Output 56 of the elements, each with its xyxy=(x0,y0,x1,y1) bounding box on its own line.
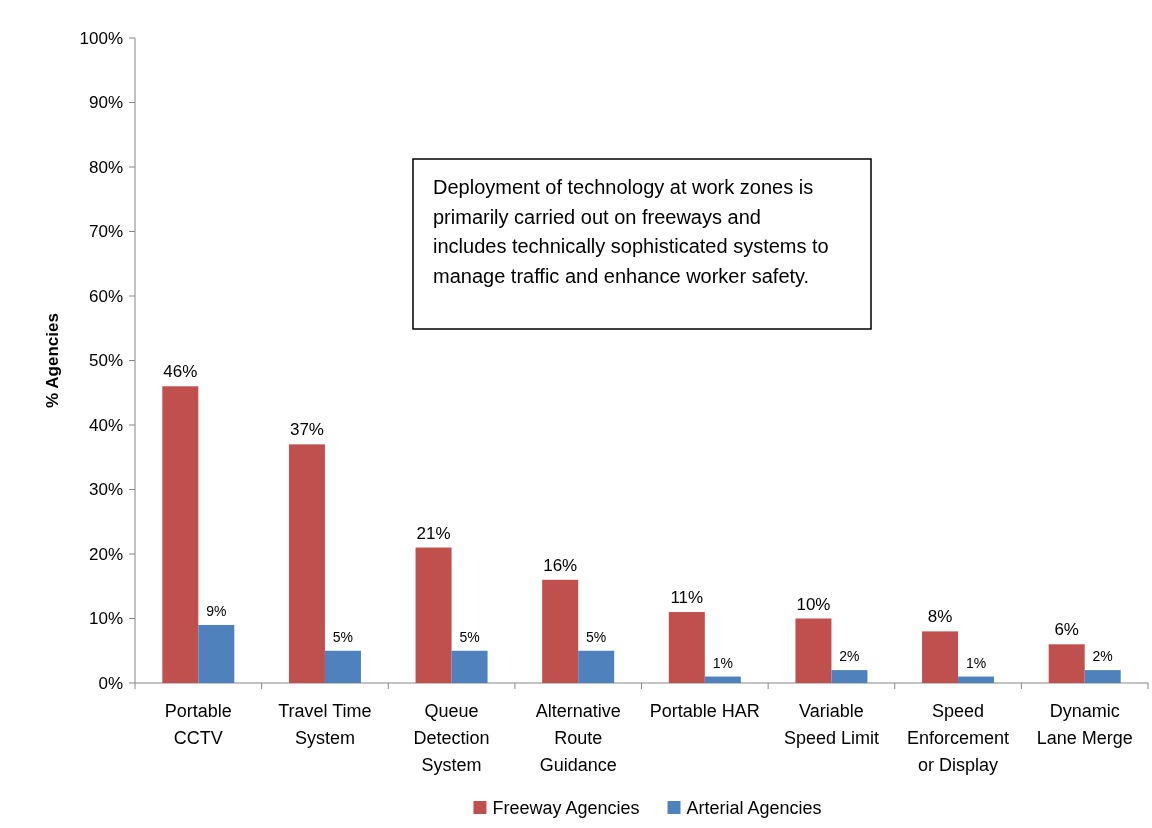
legend-label: Arterial Agencies xyxy=(686,798,822,819)
y-tick-label: 20% xyxy=(88,544,123,564)
bar xyxy=(288,444,325,683)
y-tick-label: 60% xyxy=(88,286,123,306)
bar xyxy=(922,631,959,683)
data-label: 46% xyxy=(163,362,198,382)
bar xyxy=(198,624,235,683)
data-label: 37% xyxy=(289,420,324,440)
y-tick-label: 10% xyxy=(88,609,123,629)
y-tick-label: 0% xyxy=(98,673,123,693)
data-label: 5% xyxy=(586,628,607,645)
legend-label: Freeway Agencies xyxy=(492,798,640,819)
x-tick-label: Travel Time System xyxy=(278,701,372,748)
data-label: 2% xyxy=(839,648,860,665)
data-label: 1% xyxy=(712,654,733,671)
data-label: 11% xyxy=(670,588,704,608)
data-label: 16% xyxy=(543,555,578,575)
bar xyxy=(542,579,579,683)
data-label: 6% xyxy=(1054,620,1079,640)
x-tick-label: Variable Speed Limit xyxy=(783,701,879,748)
annotation: Deployment of technology at work zones is primarily carried out on freeways and includes technically sophisticated systems to manage traffic and enhance worker safety. xyxy=(433,176,829,287)
data-label: 5% xyxy=(332,628,354,645)
x-tick-label: Speed Enforcement or Display xyxy=(907,701,1010,775)
data-label: 9% xyxy=(206,602,227,619)
y-tick-label: 40% xyxy=(88,415,123,435)
x-tick-label: Portable CCTV xyxy=(164,701,232,748)
y-tick-label: 70% xyxy=(88,222,123,242)
x-tick-label: Dynamic Lane Merge xyxy=(1036,701,1133,748)
bar xyxy=(795,618,832,683)
data-label: 21% xyxy=(416,523,451,543)
y-tick-label: 80% xyxy=(88,157,123,177)
bar xyxy=(1084,670,1121,683)
data-label: 8% xyxy=(927,607,953,627)
data-label: 10% xyxy=(796,594,831,614)
y-tick-label: 50% xyxy=(88,351,123,371)
y-axis-title: % Agencies xyxy=(43,313,62,408)
bar xyxy=(704,676,741,683)
y-tick-label: 90% xyxy=(88,93,123,113)
y-tick-label: 30% xyxy=(88,480,123,500)
bar xyxy=(831,670,868,683)
bar xyxy=(451,650,488,683)
note-box: Deployment of technology at work zones is primarily carried out on freeways and includes technically sophisticated systems to manage traffic and enhance worker safety. xyxy=(412,158,872,330)
data-label: 5% xyxy=(459,628,480,645)
x-tick-label: Alternative Route Guidance xyxy=(535,701,621,775)
bar xyxy=(324,650,361,683)
data-label: 2% xyxy=(1092,648,1113,665)
bar xyxy=(162,386,199,683)
bar xyxy=(415,547,452,683)
bar xyxy=(668,612,705,683)
bar xyxy=(1048,644,1085,683)
bar xyxy=(578,650,615,683)
bar xyxy=(958,676,995,683)
x-tick-label: Queue Detection System xyxy=(413,701,490,775)
data-label: 1% xyxy=(965,654,987,671)
x-tick-label: Portable HAR xyxy=(649,701,760,721)
y-tick-label: 100% xyxy=(79,28,123,48)
